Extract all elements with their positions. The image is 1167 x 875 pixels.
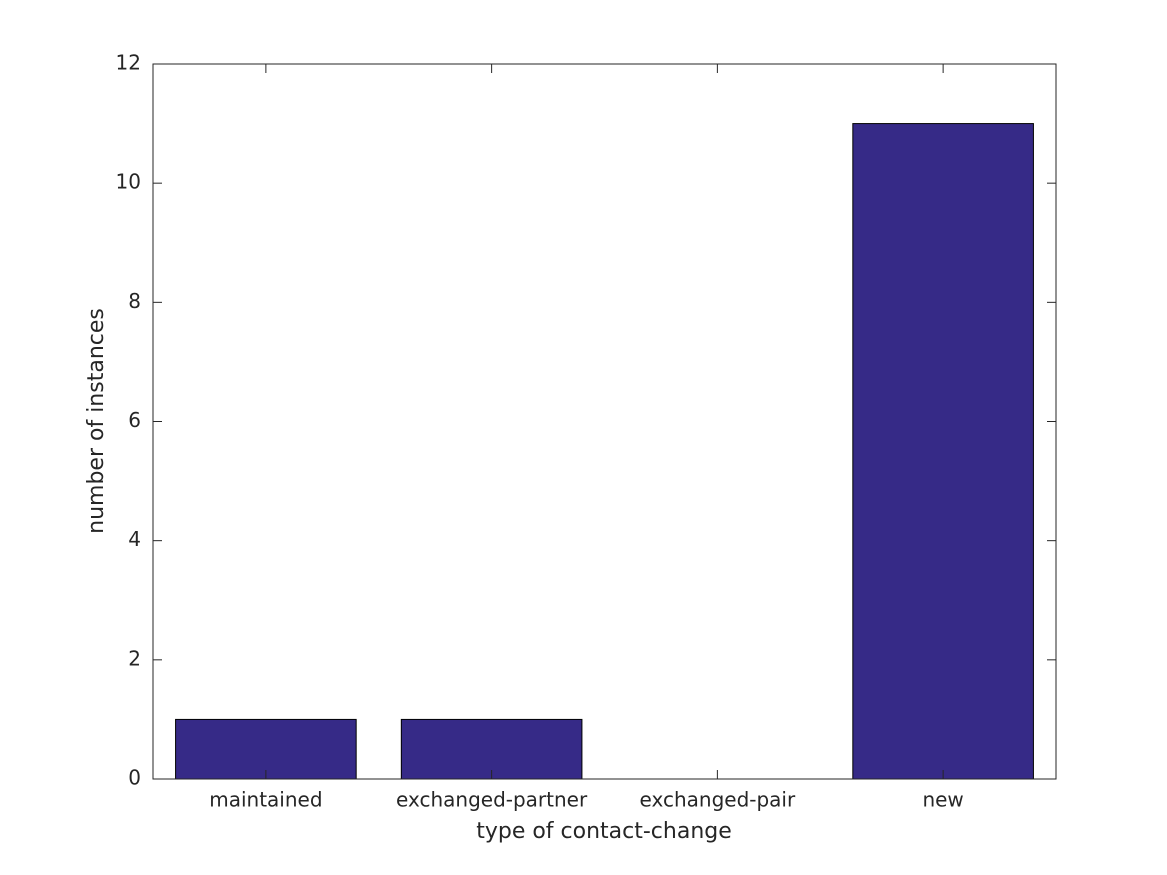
y-tick-label: 4 [128, 527, 141, 551]
bar [852, 123, 1034, 780]
x-tick-label: exchanged-pair [640, 788, 796, 812]
x-tick-label: new [922, 788, 963, 812]
y-tick-label: 6 [128, 408, 141, 432]
y-tick-label: 0 [128, 766, 141, 790]
axes-box [152, 63, 1057, 780]
y-tick-label: 12 [116, 51, 141, 75]
x-tick-label: maintained [209, 788, 322, 812]
y-axis-label: number of instances [84, 308, 109, 534]
x-tick-label: exchanged-partner [396, 788, 588, 812]
x-axis-label: type of contact-change [476, 819, 732, 844]
y-tick-label: 8 [128, 289, 141, 313]
y-tick-label: 10 [116, 170, 141, 194]
y-tick-label: 2 [128, 646, 141, 670]
bar [400, 718, 583, 780]
